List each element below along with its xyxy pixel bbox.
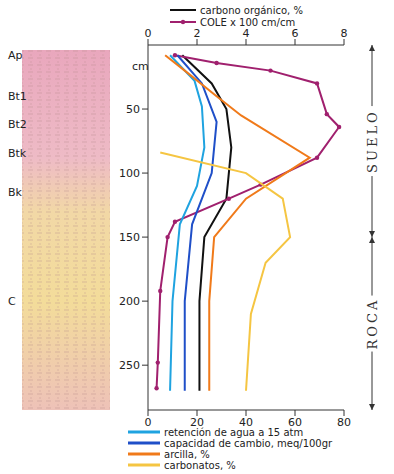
svg-text:Btk: Btk	[8, 147, 27, 160]
svg-text:50: 50	[126, 103, 140, 116]
svg-text:2: 2	[194, 27, 201, 40]
svg-text:6: 6	[292, 27, 299, 40]
svg-text:retención de agua a 15 atm: retención de agua a 15 atm	[164, 427, 303, 438]
svg-text:0: 0	[145, 27, 152, 40]
svg-text:carbonatos, %: carbonatos, %	[164, 460, 236, 471]
svg-text:Bt2: Bt2	[8, 118, 27, 131]
svg-text:Bk: Bk	[8, 186, 23, 199]
svg-text:COLE x 100 cm/cm: COLE x 100 cm/cm	[200, 17, 295, 28]
svg-text:ROCA: ROCA	[365, 298, 380, 350]
svg-text:20: 20	[190, 416, 204, 429]
svg-text:carbono orgánico, %: carbono orgánico, %	[200, 5, 303, 16]
svg-text:arcilla, %: arcilla, %	[164, 449, 210, 460]
svg-text:Bt1: Bt1	[8, 90, 27, 103]
svg-text:capacidad de cambio, meq/100gr: capacidad de cambio, meq/100gr	[164, 438, 333, 449]
svg-text:8: 8	[341, 27, 348, 40]
svg-text:4: 4	[243, 27, 250, 40]
svg-text:Ap: Ap	[8, 49, 23, 62]
svg-text:80: 80	[337, 416, 351, 429]
svg-text:150: 150	[119, 231, 140, 244]
svg-text:SUELO: SUELO	[365, 109, 380, 173]
svg-text:250: 250	[119, 359, 140, 372]
svg-text:40: 40	[239, 416, 253, 429]
svg-text:cm: cm	[132, 60, 149, 73]
svg-text:100: 100	[119, 167, 140, 180]
svg-text:200: 200	[119, 295, 140, 308]
svg-text:60: 60	[288, 416, 302, 429]
svg-text:0: 0	[145, 416, 152, 429]
svg-text:C: C	[8, 295, 16, 308]
